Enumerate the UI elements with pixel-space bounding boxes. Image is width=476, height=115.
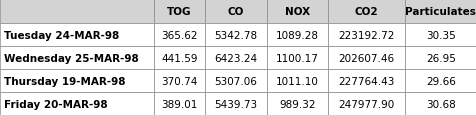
- Text: 389.01: 389.01: [161, 99, 198, 109]
- Bar: [205, 24, 266, 47]
- Bar: [404, 92, 476, 115]
- Text: CO: CO: [227, 7, 244, 17]
- Bar: [154, 24, 205, 47]
- Text: 1011.10: 1011.10: [276, 76, 318, 86]
- Bar: [154, 92, 205, 115]
- Text: 989.32: 989.32: [278, 99, 315, 109]
- Text: 5342.78: 5342.78: [214, 30, 257, 40]
- Bar: [205, 47, 266, 69]
- Bar: [266, 24, 327, 47]
- Bar: [205, 92, 266, 115]
- Bar: [154, 47, 205, 69]
- Bar: [154, 69, 205, 92]
- Text: 202607.46: 202607.46: [338, 53, 394, 63]
- Text: 30.35: 30.35: [425, 30, 455, 40]
- Text: 30.68: 30.68: [425, 99, 455, 109]
- Text: 365.62: 365.62: [161, 30, 198, 40]
- Text: 223192.72: 223192.72: [337, 30, 394, 40]
- Text: TOG: TOG: [167, 7, 191, 17]
- Bar: [404, 47, 476, 69]
- Text: 26.95: 26.95: [425, 53, 455, 63]
- Bar: [404, 69, 476, 92]
- Bar: [205, 0, 266, 24]
- Text: 370.74: 370.74: [161, 76, 198, 86]
- Text: 1100.17: 1100.17: [276, 53, 318, 63]
- Text: CO2: CO2: [354, 7, 377, 17]
- Text: 441.59: 441.59: [161, 53, 198, 63]
- Text: 5439.73: 5439.73: [214, 99, 257, 109]
- Text: NOX: NOX: [284, 7, 309, 17]
- Text: 6423.24: 6423.24: [214, 53, 257, 63]
- Bar: [266, 47, 327, 69]
- Bar: [266, 0, 327, 24]
- Bar: [0, 69, 154, 92]
- Text: Wednesday 25-MAR-98: Wednesday 25-MAR-98: [4, 53, 139, 63]
- Bar: [327, 92, 404, 115]
- Bar: [327, 24, 404, 47]
- Text: Thursday 19-MAR-98: Thursday 19-MAR-98: [4, 76, 126, 86]
- Bar: [404, 0, 476, 24]
- Bar: [0, 47, 154, 69]
- Bar: [266, 92, 327, 115]
- Bar: [404, 24, 476, 47]
- Text: 1089.28: 1089.28: [276, 30, 318, 40]
- Bar: [327, 69, 404, 92]
- Bar: [327, 47, 404, 69]
- Text: 247977.90: 247977.90: [337, 99, 394, 109]
- Bar: [327, 0, 404, 24]
- Text: 29.66: 29.66: [425, 76, 455, 86]
- Text: Friday 20-MAR-98: Friday 20-MAR-98: [4, 99, 108, 109]
- Bar: [266, 69, 327, 92]
- Text: Tuesday 24-MAR-98: Tuesday 24-MAR-98: [4, 30, 119, 40]
- Bar: [205, 69, 266, 92]
- Text: 227764.43: 227764.43: [337, 76, 394, 86]
- Text: 5307.06: 5307.06: [214, 76, 257, 86]
- Bar: [0, 0, 154, 24]
- Bar: [0, 24, 154, 47]
- Text: Particulates: Particulates: [405, 7, 476, 17]
- Bar: [154, 0, 205, 24]
- Bar: [0, 92, 154, 115]
